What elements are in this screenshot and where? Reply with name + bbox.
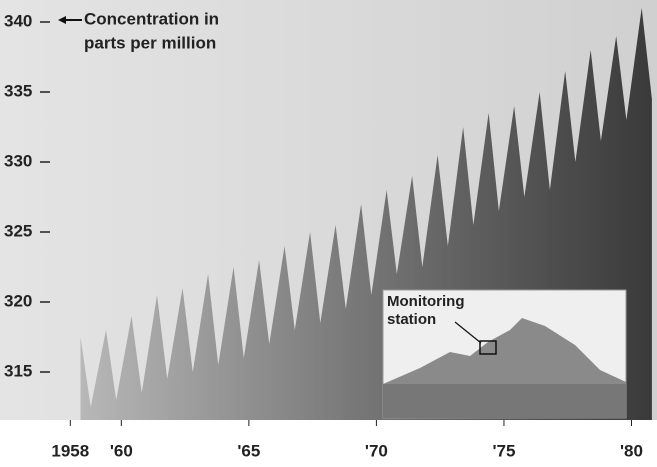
x-tick-label: '75	[492, 441, 515, 460]
x-tick-label: '70	[365, 441, 388, 460]
chart: Monitoring station Concentration in part…	[0, 0, 657, 467]
y-tick-label: 335	[4, 81, 32, 100]
ground	[383, 384, 626, 418]
y-tick-label: 330	[4, 151, 32, 170]
annotation: Concentration in	[84, 9, 219, 28]
x-tick-label: '80	[620, 441, 643, 460]
y-tick-label: 340	[4, 11, 32, 30]
inset-label: station	[387, 311, 436, 328]
inset-label: Monitoring	[387, 293, 464, 310]
x-tick-label: '60	[110, 441, 133, 460]
inset: Monitoring station	[383, 290, 626, 418]
y-tick-label: 315	[4, 361, 32, 380]
x-tick-label: 1958	[51, 441, 89, 460]
annotation: parts per million	[84, 33, 216, 52]
y-tick-label: 325	[4, 221, 32, 240]
y-tick-label: 320	[4, 291, 32, 310]
x-tick-label: '65	[237, 441, 260, 460]
